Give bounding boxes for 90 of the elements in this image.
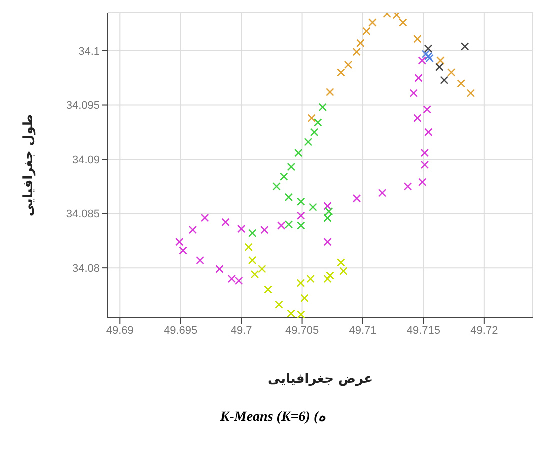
point [296,212,306,220]
point [294,148,303,158]
point [314,118,322,127]
point [296,222,306,230]
point [250,270,260,279]
point [326,88,334,96]
point [356,39,365,48]
point [378,189,387,198]
point [175,238,184,246]
point [413,114,422,122]
point [424,128,433,137]
point [424,44,433,53]
point [435,63,444,72]
point [216,265,224,274]
text: ه) K-Means (K=6) [219,409,327,426]
point [440,76,449,84]
point [306,274,315,284]
point [296,198,306,206]
point [352,48,362,56]
point [457,79,466,88]
point [188,226,198,234]
y-axis-title: طول جغرافیایی [22,114,37,217]
y-tick-label: 34.09 [72,154,100,166]
point [404,182,412,191]
point [326,272,334,280]
point [308,114,316,122]
point [244,243,254,252]
point [196,256,204,265]
point [466,89,476,98]
point [420,148,430,158]
point [413,34,422,44]
point [460,42,470,51]
point [426,54,434,63]
point [284,193,294,202]
point [436,56,445,65]
x-axis-title: عرض جغرافیایی [268,372,373,387]
x-tick-label: 49.695 [164,324,198,337]
point [277,222,286,230]
point [368,18,377,27]
point [287,162,296,172]
point [264,286,272,294]
x-tick-label: 49.72 [470,324,498,337]
point [284,220,294,229]
point [420,160,430,170]
y-tick-label: 34.1 [78,46,100,58]
y-tick-label: 34.08 [72,262,100,275]
point [414,74,424,82]
point [280,172,288,182]
point [324,207,334,216]
x-tick-label: 49.69 [106,324,134,337]
y-tick-label: 34.095 [66,100,100,112]
x-tick-label: 49.71 [349,324,377,337]
y-tick-label: 34.085 [66,208,100,221]
point [248,229,257,238]
point [200,214,210,222]
point [260,226,269,234]
point [418,178,427,186]
point [318,103,328,112]
point [324,214,332,222]
point [179,246,188,255]
point [362,27,371,36]
point [258,265,266,274]
point [324,274,332,284]
point [424,52,433,61]
x-tick-label: 49.715 [406,324,441,337]
point [324,202,332,210]
point [300,294,309,303]
point [324,238,332,246]
point [310,128,319,137]
point [336,258,346,267]
point [248,256,257,265]
point [423,105,432,114]
point [237,224,246,234]
x-tick-label: 49.705 [285,324,320,337]
point [222,218,230,227]
point [418,56,427,65]
point [398,18,408,27]
x-tick-label: 49.7 [230,324,252,337]
point [275,300,284,310]
point [339,267,348,276]
point [309,203,318,212]
point [296,279,306,288]
point [447,68,456,77]
point [422,50,430,58]
point [336,68,346,77]
point [352,194,362,203]
point [344,60,353,70]
point [410,89,418,98]
point [272,182,281,191]
point [304,138,313,146]
